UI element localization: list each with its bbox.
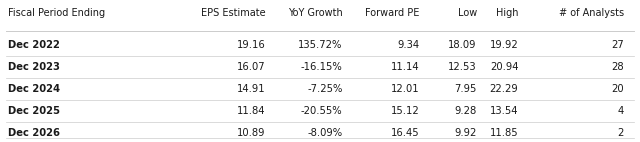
- Text: High: High: [496, 8, 518, 18]
- Text: Dec 2023: Dec 2023: [8, 62, 60, 72]
- Text: -16.15%: -16.15%: [301, 62, 342, 72]
- Text: Dec 2026: Dec 2026: [8, 129, 60, 138]
- Text: 19.16: 19.16: [237, 40, 266, 50]
- Text: EPS Estimate: EPS Estimate: [201, 8, 266, 18]
- Text: 16.45: 16.45: [390, 129, 419, 138]
- Text: -8.09%: -8.09%: [307, 129, 342, 138]
- Text: 16.07: 16.07: [237, 62, 266, 72]
- Text: -7.25%: -7.25%: [307, 84, 342, 94]
- Text: -20.55%: -20.55%: [301, 106, 342, 116]
- Text: 135.72%: 135.72%: [298, 40, 342, 50]
- Text: 9.28: 9.28: [454, 106, 477, 116]
- Text: Dec 2025: Dec 2025: [8, 106, 60, 116]
- Text: 11.84: 11.84: [237, 106, 266, 116]
- Text: Dec 2022: Dec 2022: [8, 40, 60, 50]
- Text: 11.85: 11.85: [490, 129, 518, 138]
- Text: 15.12: 15.12: [390, 106, 419, 116]
- Text: Fiscal Period Ending: Fiscal Period Ending: [8, 8, 105, 18]
- Text: 20.94: 20.94: [490, 62, 518, 72]
- Text: 2: 2: [618, 129, 624, 138]
- Text: 4: 4: [618, 106, 624, 116]
- Text: 19.92: 19.92: [490, 40, 518, 50]
- Text: 9.92: 9.92: [454, 129, 477, 138]
- Text: 22.29: 22.29: [490, 84, 518, 94]
- Text: YoY Growth: YoY Growth: [287, 8, 342, 18]
- Text: 12.53: 12.53: [448, 62, 477, 72]
- Text: 20: 20: [611, 84, 624, 94]
- Text: 12.01: 12.01: [390, 84, 419, 94]
- Text: 18.09: 18.09: [448, 40, 477, 50]
- Text: # of Analysts: # of Analysts: [559, 8, 624, 18]
- Text: Dec 2024: Dec 2024: [8, 84, 60, 94]
- Text: 13.54: 13.54: [490, 106, 518, 116]
- Text: 11.14: 11.14: [390, 62, 419, 72]
- Text: Low: Low: [458, 8, 477, 18]
- Text: 10.89: 10.89: [237, 129, 266, 138]
- Text: 28: 28: [611, 62, 624, 72]
- Text: Forward PE: Forward PE: [365, 8, 419, 18]
- Text: 9.34: 9.34: [397, 40, 419, 50]
- Text: 14.91: 14.91: [237, 84, 266, 94]
- Text: 7.95: 7.95: [454, 84, 477, 94]
- Text: 27: 27: [611, 40, 624, 50]
